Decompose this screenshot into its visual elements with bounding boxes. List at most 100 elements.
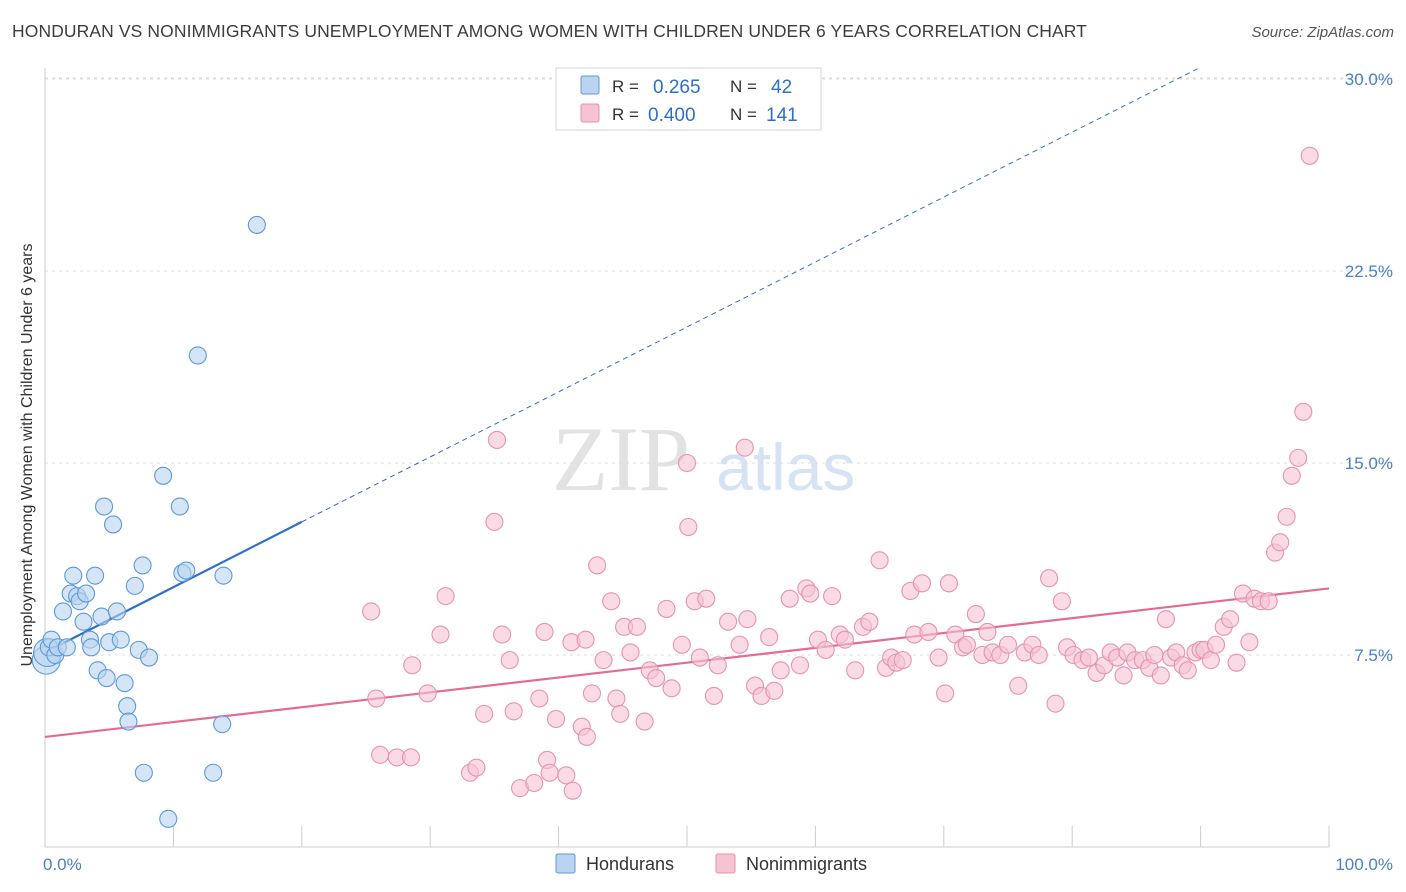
point-hondurans [133,556,152,575]
point-nonimmigrants [475,704,494,723]
point-nonimmigrants [697,589,716,608]
point-nonimmigrants [1300,146,1319,165]
point-nonimmigrants [418,684,437,703]
watermark: ZIP atlas [552,408,855,510]
point-nonimmigrants [436,587,455,606]
legend-r-value: 0.400 [648,105,696,126]
point-nonimmigrants [1206,635,1226,654]
point-nonimmigrants [540,763,559,782]
point-nonimmigrants [594,651,613,670]
legend-bottom: Hondurans Nonimmigrants [555,853,867,874]
point-nonimmigrants [1151,666,1170,685]
point-nonimmigrants [1271,533,1290,552]
point-nonimmigrants [801,584,820,603]
data-points [31,146,1319,828]
legend-r-value: 0.265 [653,77,701,98]
legend-top: R = 0.265 N = 42 R = 0.400 N = 141 [555,67,822,131]
point-nonimmigrants [936,684,955,703]
point-nonimmigrants [771,661,790,680]
point-hondurans [53,602,73,621]
chart-title: HONDURAN VS NONIMMIGRANTS UNEMPLOYMENT A… [12,21,1087,41]
point-nonimmigrants [627,617,646,636]
legend-swatch-nonimmigrants [580,103,600,123]
point-nonimmigrants [621,643,640,662]
point-nonimmigrants [1079,648,1098,667]
point-nonimmigrants [1227,653,1246,672]
watermark-atlas: atlas [716,430,855,504]
point-nonimmigrants [919,622,938,642]
point-nonimmigrants [912,574,932,593]
point-hondurans [74,612,93,631]
point-nonimmigrants [1178,661,1197,680]
point-hondurans [111,630,130,649]
point-nonimmigrants [1052,592,1071,611]
point-nonimmigrants [493,625,512,644]
point-nonimmigrants [1029,645,1048,665]
point-nonimmigrants [403,656,422,675]
legend-n-value: 141 [766,105,798,126]
point-nonimmigrants [647,668,666,688]
point-nonimmigrants [1040,569,1059,588]
legend-n-label: N = [730,77,757,96]
point-nonimmigrants [662,679,681,698]
point-nonimmigrants [576,630,595,649]
y-tick-label: 30.0% [1345,70,1393,89]
point-nonimmigrants [1201,651,1220,670]
point-nonimmigrants [823,587,842,606]
point-nonimmigrants [607,689,626,708]
y-tick-label: 7.5% [1354,646,1393,665]
point-nonimmigrants [577,727,596,746]
point-nonimmigrants [939,574,958,593]
point-nonimmigrants [588,556,607,575]
grid-lines [45,77,1394,656]
point-hondurans [115,674,134,693]
point-hondurans [159,809,178,828]
point-hondurans [64,566,83,585]
point-hondurans [95,497,114,516]
point-nonimmigrants [431,625,450,644]
point-nonimmigrants [657,599,676,618]
point-nonimmigrants [1114,666,1133,685]
point-hondurans [134,763,153,782]
point-nonimmigrants [401,748,420,767]
point-nonimmigrants [557,766,576,785]
point-nonimmigrants [893,651,912,670]
point-nonimmigrants [998,635,1018,654]
point-hondurans [247,215,266,234]
legend-bottom-label-nonimmigrants: Nonimmigrants [746,854,867,874]
point-nonimmigrants [500,651,519,670]
point-hondurans [177,561,196,580]
legend-top-frame [555,67,822,131]
point-nonimmigrants [546,709,566,729]
point-hondurans [82,638,101,657]
point-hondurans [170,497,189,516]
point-nonimmigrants [525,773,544,793]
point-nonimmigrants [487,430,507,450]
point-nonimmigrants [467,758,486,777]
point-nonimmigrants [690,648,709,667]
point-nonimmigrants [635,712,654,731]
legend-bottom-label-hondurans: Hondurans [586,854,674,874]
axes [44,68,1330,848]
point-nonimmigrants [1046,694,1065,713]
point-hondurans [214,566,233,585]
point-hondurans [97,668,116,688]
point-nonimmigrants [730,635,749,654]
point-nonimmigrants [362,602,381,621]
point-hondurans [104,515,123,534]
legend-swatch-hondurans [580,75,600,95]
point-hondurans [86,566,105,585]
point-nonimmigrants [719,612,738,631]
point-hondurans [77,584,96,603]
x-tick-label: 100.0% [1335,855,1393,874]
point-nonimmigrants [708,656,727,675]
point-hondurans [139,648,159,667]
point-nonimmigrants [672,635,691,654]
point-nonimmigrants [966,604,985,624]
point-nonimmigrants [602,592,621,611]
point-nonimmigrants [1277,507,1296,526]
point-nonimmigrants [1145,645,1164,665]
point-nonimmigrants [1156,610,1175,629]
point-nonimmigrants [1259,592,1278,611]
